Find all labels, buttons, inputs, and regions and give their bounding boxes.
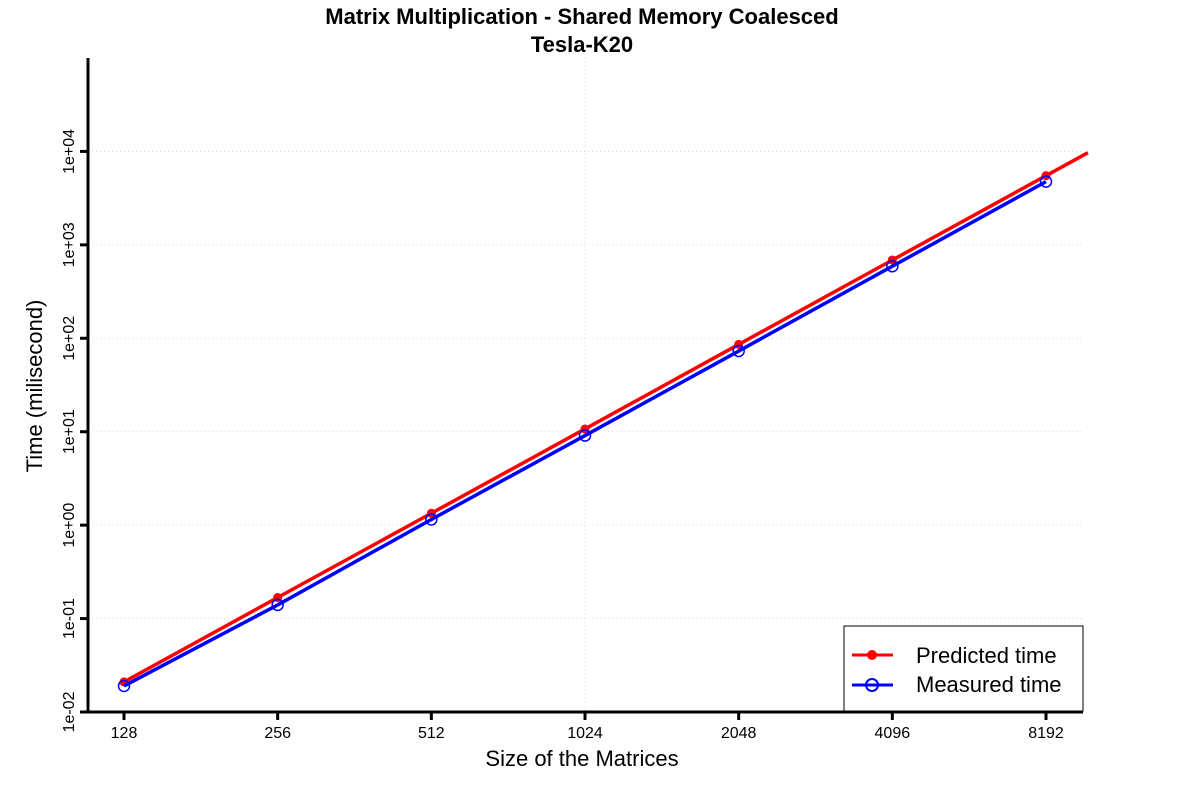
series-line [123,180,1047,688]
legend-box [843,625,1084,712]
x-tick-label: 128 [111,725,138,742]
x-tick-label: 2048 [721,725,757,742]
grid [88,58,1083,712]
y-tick-label: 1e+03 [61,222,78,267]
x-tick-label: 4096 [875,725,911,742]
y-tick-label: 1e+02 [61,316,78,361]
legend-label-predicted: Predicted time [916,643,1057,668]
data-point [1039,175,1053,188]
x-tick-label: 1024 [567,725,603,742]
series-layer [117,151,1089,693]
data-point [117,679,131,693]
data-point [732,344,745,358]
x-tick-label: 512 [418,725,445,742]
series-predicted [119,151,1089,687]
y-axis-label: Time (milisecond) [22,300,47,473]
chart-subtitle: Tesla-K20 [531,32,633,57]
x-tick-label: 8192 [1028,725,1064,742]
legend-marker-predicted [867,650,877,660]
y-tick-label: 1e+00 [61,503,78,548]
legend-marker-measured [865,678,879,692]
y-tick-label: 1e-02 [61,691,78,732]
x-axis-label: Size of the Matrices [485,746,678,771]
y-tick-label: 1e+01 [61,409,78,454]
legend-label-measured: Measured time [916,672,1062,697]
legend: Predicted time Measured time [843,625,1084,712]
axes [86,58,1083,714]
data-point [886,260,899,273]
data-point [578,429,592,442]
chart-title: Matrix Multiplication - Shared Memory Co… [325,4,838,29]
data-point [425,513,438,526]
series-measured [117,175,1053,693]
y-tick-label: 1e-01 [61,598,78,639]
x-ticks: 128 256 512 1024 2048 4096 8192 [111,712,1064,742]
series-line [123,151,1089,684]
y-tick-label: 1e+04 [61,129,78,174]
y-ticks: 1e-02 1e-01 1e+00 1e+01 1e+02 1e+03 1e+04 [61,129,88,732]
x-tick-label: 256 [264,725,291,742]
data-point [271,598,284,612]
